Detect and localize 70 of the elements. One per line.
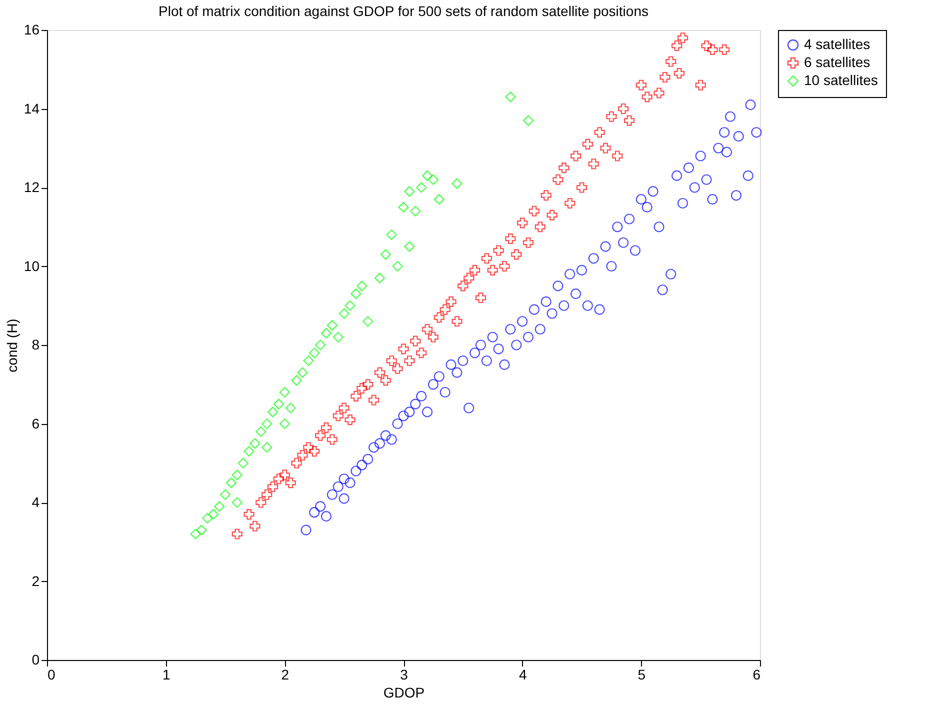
point — [244, 446, 254, 457]
point — [279, 386, 290, 398]
point — [315, 340, 326, 350]
x-tick-label: 6 — [752, 666, 761, 682]
point — [386, 229, 397, 240]
point — [452, 178, 462, 189]
point — [309, 348, 320, 358]
y-tick-label: 10 — [24, 258, 40, 274]
point — [332, 332, 344, 342]
point — [505, 92, 516, 102]
point — [196, 524, 207, 536]
chart-title: Plot of matrix condition against GDOP for 500 sets of random satellite positions — [158, 3, 648, 19]
legend-label: 6 satellites — [804, 54, 870, 70]
point — [303, 355, 314, 366]
point — [232, 470, 242, 480]
x-tick-label: 0 — [48, 666, 56, 682]
point — [350, 288, 362, 300]
point — [232, 497, 242, 508]
point — [238, 458, 248, 468]
point — [362, 316, 374, 327]
x-axis-title: GDOP — [383, 684, 425, 700]
point — [374, 272, 386, 284]
x-tick-label: 2 — [281, 666, 290, 682]
y-axis-title: cond (H) — [4, 318, 20, 372]
point — [404, 186, 415, 197]
point — [326, 320, 338, 331]
point — [422, 170, 433, 181]
point — [279, 418, 290, 430]
point — [338, 308, 350, 319]
legend-label: 10 satellites — [804, 72, 878, 88]
point — [273, 398, 284, 410]
point — [190, 528, 201, 540]
legend-label: 4 satellites — [804, 36, 870, 52]
point — [356, 280, 368, 292]
y-tick-label: 2 — [32, 572, 40, 589]
point — [208, 509, 219, 520]
point — [262, 418, 272, 430]
point — [380, 249, 391, 260]
point — [202, 512, 213, 524]
point — [262, 442, 272, 453]
y-tick-label: 4 — [32, 494, 40, 510]
point — [410, 206, 421, 216]
point — [404, 241, 415, 252]
point — [398, 202, 409, 212]
x-tick-label: 4 — [518, 666, 527, 682]
point — [297, 367, 308, 378]
point — [267, 406, 278, 418]
point — [344, 300, 356, 311]
point — [291, 375, 302, 386]
point — [434, 194, 444, 205]
point — [416, 182, 427, 193]
point — [256, 426, 266, 437]
y-tick-label: 0 — [32, 652, 40, 668]
point — [220, 489, 231, 500]
point — [428, 174, 438, 185]
point — [320, 328, 332, 338]
y-tick-label: 14 — [24, 100, 40, 116]
point — [522, 115, 534, 126]
y-tick-label: 12 — [24, 179, 40, 195]
x-tick-label: 1 — [162, 666, 170, 682]
y-tick-label: 16 — [24, 22, 40, 38]
point — [392, 260, 403, 272]
point — [214, 501, 225, 512]
x-tick-label: 3 — [400, 666, 408, 682]
point — [285, 402, 296, 414]
y-tick-label: 8 — [32, 336, 40, 352]
point — [226, 478, 236, 488]
y-tick-label: 6 — [32, 415, 40, 432]
point — [250, 438, 260, 449]
x-tick-label: 5 — [638, 666, 646, 682]
